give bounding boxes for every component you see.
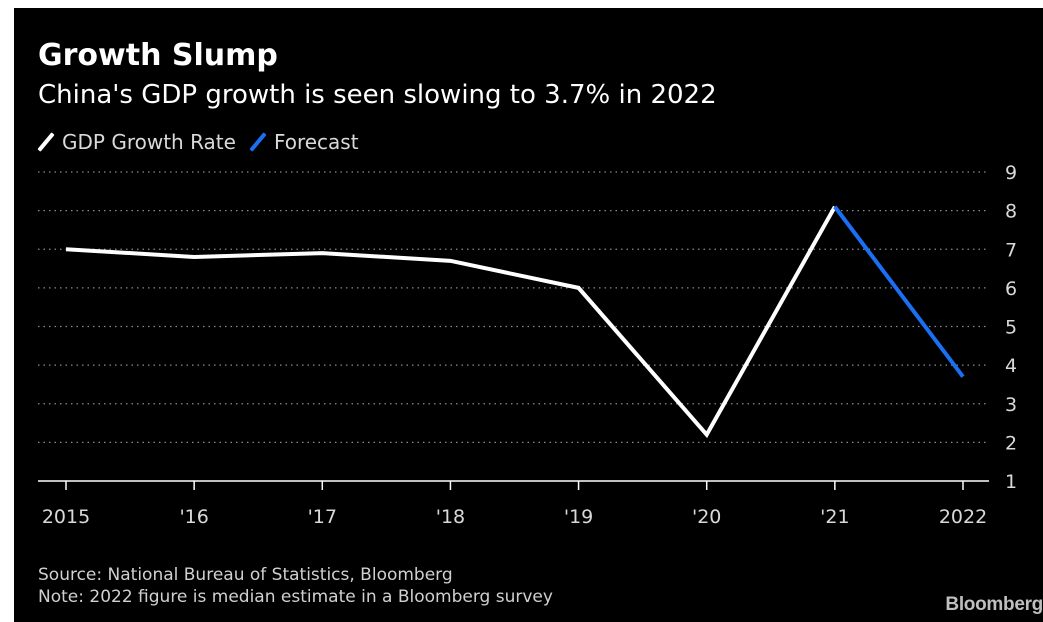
y-tick-label: 6 bbox=[1005, 278, 1017, 300]
chart-card: Growth Slump China's GDP growth is seen … bbox=[14, 8, 1043, 622]
x-tick-label: '16 bbox=[179, 506, 208, 528]
bloomberg-logo: Bloomberg bbox=[945, 594, 1043, 615]
legend-item-forecast: Forecast bbox=[249, 130, 359, 154]
y-tick-label: 8 bbox=[1005, 201, 1017, 223]
estimate-note: Note: 2022 figure is median estimate in … bbox=[38, 587, 553, 607]
x-tick-label: '18 bbox=[436, 506, 465, 528]
label-layer: 1 2 3 4 5 6 7 8 9 2015 '16 '17 '18 '19 '20 '21 2022 bbox=[42, 162, 1017, 528]
series-line-forecast bbox=[833, 205, 965, 378]
chart-subtitle: China's GDP growth is seen slowing to 3.… bbox=[38, 80, 717, 110]
series-line-gdp-growth-rate bbox=[65, 205, 837, 439]
x-tick-label: '17 bbox=[308, 506, 337, 528]
series-layer bbox=[65, 205, 965, 439]
y-tick-label: 1 bbox=[1005, 471, 1017, 493]
x-tick-label: '21 bbox=[820, 506, 849, 528]
x-tick-label: 2022 bbox=[939, 506, 987, 528]
line-chart: 1 2 3 4 5 6 7 8 9 2015 '16 '17 '18 '19 '20 '21 2022 bbox=[38, 162, 1017, 528]
y-tick-label: 3 bbox=[1005, 394, 1017, 416]
y-tick-label: 9 bbox=[1005, 162, 1017, 184]
y-tick-label: 5 bbox=[1005, 317, 1017, 339]
legend-label-gdp-growth-rate: GDP Growth Rate bbox=[62, 130, 236, 154]
y-tick-label: 2 bbox=[1005, 432, 1017, 454]
y-tick-label: 7 bbox=[1005, 239, 1017, 261]
chart-footer: Source: National Bureau of Statistics, B… bbox=[38, 564, 553, 608]
source-note: Source: National Bureau of Statistics, B… bbox=[38, 565, 453, 585]
chart-legend: GDP Growth Rate Forecast bbox=[37, 130, 373, 154]
x-tick-label: '20 bbox=[692, 506, 721, 528]
legend-item-gdp-growth-rate: GDP Growth Rate bbox=[37, 130, 236, 154]
x-tick-label: 2015 bbox=[42, 506, 90, 528]
x-tick-label: '19 bbox=[564, 506, 593, 528]
axis-layer bbox=[38, 480, 989, 490]
y-tick-label: 4 bbox=[1005, 355, 1017, 377]
chart-title: Growth Slump bbox=[38, 38, 278, 73]
grid-layer bbox=[38, 171, 989, 443]
legend-label-forecast: Forecast bbox=[273, 130, 359, 154]
